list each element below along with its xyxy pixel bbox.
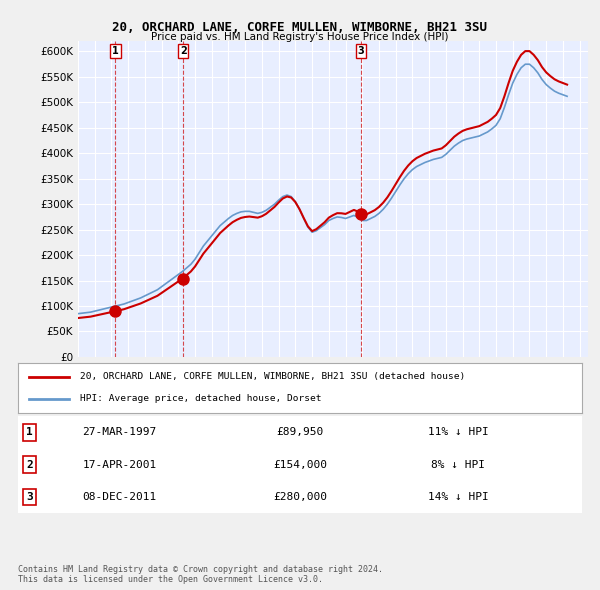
- Text: Price paid vs. HM Land Registry's House Price Index (HPI): Price paid vs. HM Land Registry's House …: [151, 32, 449, 42]
- Text: 1: 1: [26, 427, 32, 437]
- Text: HPI: Average price, detached house, Dorset: HPI: Average price, detached house, Dors…: [80, 395, 322, 404]
- Text: 27-MAR-1997: 27-MAR-1997: [82, 427, 157, 437]
- Text: £89,950: £89,950: [277, 427, 323, 437]
- Text: 3: 3: [358, 46, 364, 56]
- Text: 2: 2: [26, 460, 32, 470]
- Text: 3: 3: [26, 492, 32, 502]
- Text: 11% ↓ HPI: 11% ↓ HPI: [428, 427, 488, 437]
- Text: Contains HM Land Registry data © Crown copyright and database right 2024.
This d: Contains HM Land Registry data © Crown c…: [18, 565, 383, 584]
- Text: 20, ORCHARD LANE, CORFE MULLEN, WIMBORNE, BH21 3SU (detached house): 20, ORCHARD LANE, CORFE MULLEN, WIMBORNE…: [80, 372, 465, 381]
- Text: 20, ORCHARD LANE, CORFE MULLEN, WIMBORNE, BH21 3SU: 20, ORCHARD LANE, CORFE MULLEN, WIMBORNE…: [113, 21, 487, 34]
- Text: 2: 2: [180, 46, 187, 56]
- Text: 1: 1: [112, 46, 119, 56]
- Text: 17-APR-2001: 17-APR-2001: [82, 460, 157, 470]
- Text: £154,000: £154,000: [273, 460, 327, 470]
- Text: 14% ↓ HPI: 14% ↓ HPI: [428, 492, 488, 502]
- Text: 8% ↓ HPI: 8% ↓ HPI: [431, 460, 485, 470]
- Text: 08-DEC-2011: 08-DEC-2011: [82, 492, 157, 502]
- Text: £280,000: £280,000: [273, 492, 327, 502]
